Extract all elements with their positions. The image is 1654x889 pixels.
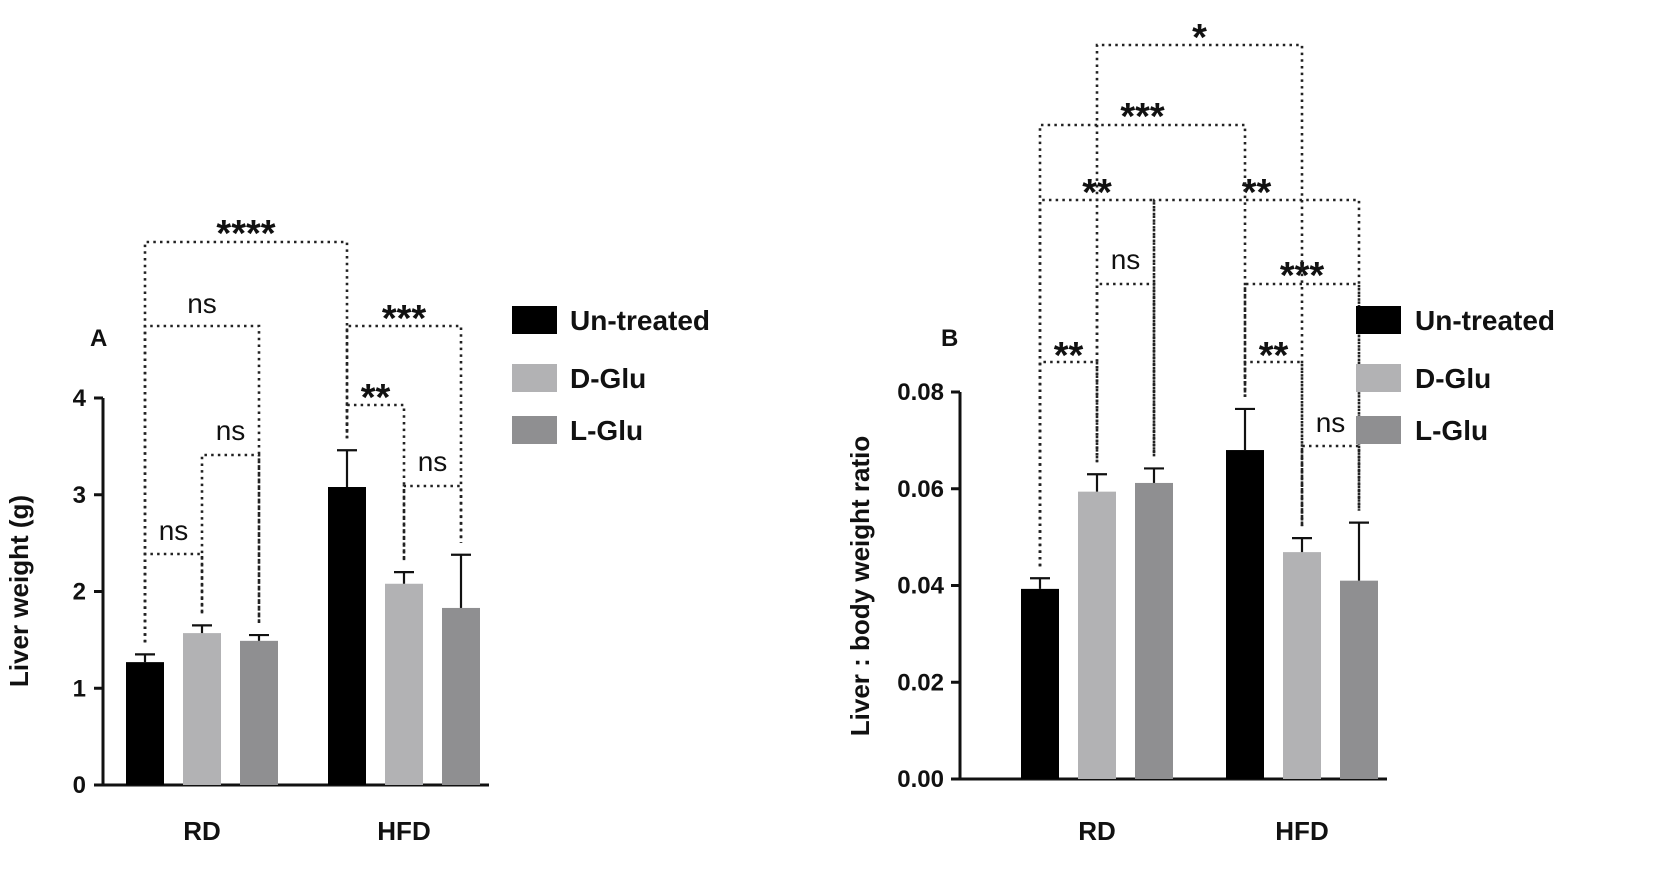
y-tick-label: 0.08 <box>897 379 944 406</box>
bar-un-treated-rd <box>126 662 164 785</box>
legend-swatch <box>512 306 557 334</box>
y-tick-label: 0.06 <box>897 476 944 503</box>
bar-d-glu-rd <box>1078 491 1116 779</box>
legend-label: L-Glu <box>1415 415 1488 446</box>
y-tick-label: 4 <box>73 385 87 412</box>
significance-label: ns <box>1316 407 1346 438</box>
bar-un-treated-hfd <box>1226 450 1264 779</box>
significance-bracket <box>1038 123 1247 567</box>
panel-label: A <box>90 325 107 352</box>
y-tick-label: 0.02 <box>897 669 944 696</box>
legend-swatch <box>512 364 557 392</box>
significance-label: ns <box>187 288 217 319</box>
legend-swatch <box>1356 416 1401 444</box>
significance-label: ** <box>1259 335 1289 377</box>
significance-bracket <box>402 484 463 561</box>
significance-label: ns <box>418 446 448 477</box>
significance-label: *** <box>1120 96 1165 138</box>
significance-bracket <box>1300 444 1361 527</box>
y-tick-label: 2 <box>73 579 86 606</box>
category-label: HFD <box>1275 816 1328 846</box>
significance-bracket <box>1152 198 1361 511</box>
bar-l-glu-rd <box>1135 482 1173 779</box>
significance-label: ns <box>1111 244 1141 275</box>
bar-un-treated-rd <box>1021 588 1059 779</box>
bar-l-glu-rd <box>240 640 278 785</box>
y-tick-label: 0.00 <box>897 766 944 793</box>
legend-label: Un-treated <box>1415 305 1555 336</box>
bar-d-glu-hfd <box>385 583 423 785</box>
legend-label: L-Glu <box>570 415 643 446</box>
significance-bracket <box>345 324 463 543</box>
significance-bracket <box>345 403 406 561</box>
significance-bracket <box>143 552 204 643</box>
significance-bracket <box>1095 282 1156 463</box>
y-axis-label: Liver : body weight ratio <box>845 436 875 736</box>
y-tick-label: 1 <box>73 675 86 702</box>
legend-label: D-Glu <box>570 363 646 394</box>
bar-d-glu-rd <box>183 633 221 785</box>
significance-label: ** <box>1242 172 1272 214</box>
significance-label: ** <box>1054 335 1084 377</box>
significance-label: * <box>1192 17 1207 59</box>
y-axis-label: Liver weight (g) <box>4 495 34 687</box>
bar-l-glu-hfd <box>1340 580 1378 779</box>
significance-label: ** <box>361 377 391 419</box>
significance-label: ns <box>159 515 189 546</box>
significance-bracket <box>200 453 261 624</box>
category-label: RD <box>183 816 221 846</box>
bar-l-glu-hfd <box>442 607 480 785</box>
significance-label: *** <box>382 298 427 340</box>
panel-label: B <box>941 325 958 352</box>
panel-b: 0.00 0.02 0.04 0.06 0.08 Liver : body weight … <box>845 17 1555 846</box>
category-label: HFD <box>377 816 430 846</box>
significance-label: **** <box>216 213 275 255</box>
significance-bracket <box>1095 43 1304 527</box>
bar-un-treated-hfd <box>328 487 366 785</box>
y-tick-label: 3 <box>73 482 86 509</box>
category-label: RD <box>1078 816 1116 846</box>
y-tick-label: 0.04 <box>897 573 944 600</box>
legend-swatch <box>1356 306 1401 334</box>
bar-d-glu-hfd <box>1283 552 1321 779</box>
legend-label: Un-treated <box>570 305 710 336</box>
significance-bracket <box>143 240 349 643</box>
legend-label: D-Glu <box>1415 363 1491 394</box>
legend-swatch <box>1356 364 1401 392</box>
y-tick-label: 0 <box>73 772 86 799</box>
significance-bracket <box>1243 282 1361 511</box>
legend-swatch <box>512 416 557 444</box>
significance-label: ns <box>216 415 246 446</box>
